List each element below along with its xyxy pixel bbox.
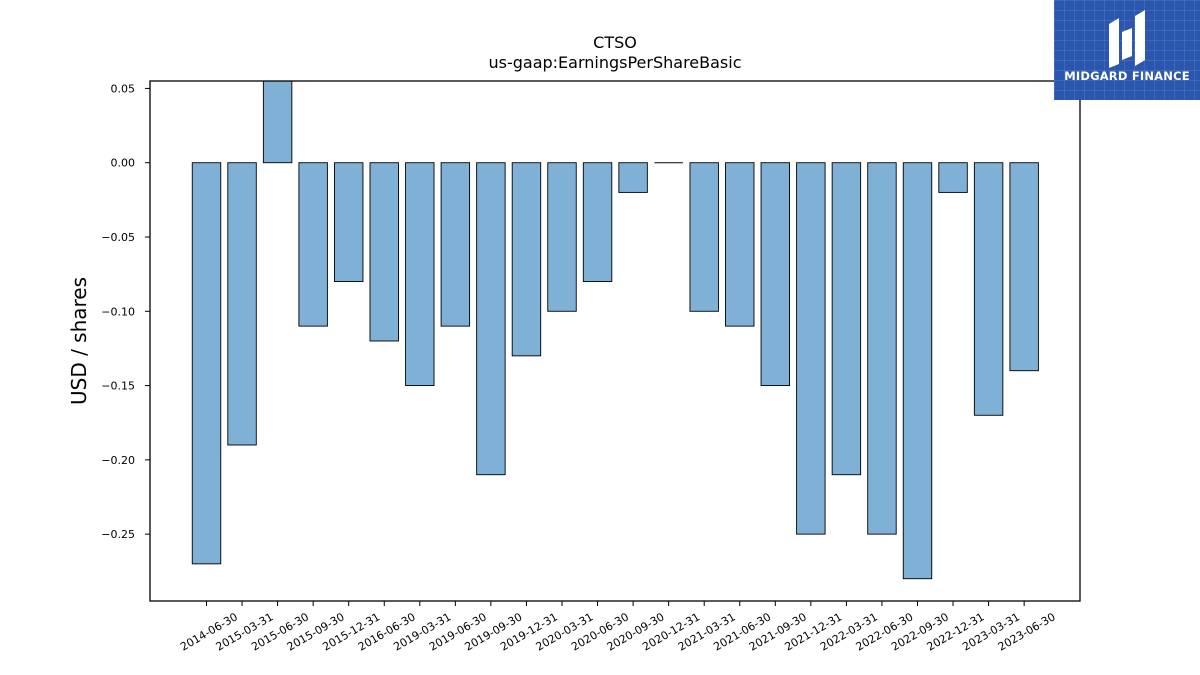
x-axis: 2014-06-302015-03-312015-06-302015-09-30… <box>178 601 1058 654</box>
bar-2019-12-31 <box>511 162 542 357</box>
bar-2021-12-31 <box>796 162 826 535</box>
bar-2022-06-30 <box>867 162 897 535</box>
y-tick-label: 0.00 <box>111 157 136 170</box>
bar-2014-06-30 <box>191 162 222 565</box>
y-axis: 0.05 0.00 −0.05 −0.10 −0.15 −0.20 −0.25 <box>101 82 150 541</box>
bars-layer <box>191 80 1039 580</box>
y-tick-label: −0.15 <box>101 380 135 393</box>
chart-title: CTSO <box>593 33 637 52</box>
chart-subtitle: us-gaap:EarningsPerShareBasic <box>488 53 741 72</box>
brand-name: MIDGARD FINANCE <box>1064 69 1190 83</box>
y-tick-label: −0.20 <box>101 454 135 467</box>
plot-frame <box>149 80 1081 602</box>
bar-2015-03-31 <box>227 162 257 446</box>
bar-2019-03-31 <box>405 162 435 387</box>
bar-2015-06-30 <box>262 80 293 164</box>
bar-2019-06-30 <box>440 162 471 327</box>
bar-2023-03-31 <box>973 162 1004 416</box>
bar-2016-06-30 <box>369 162 399 342</box>
y-tick-label: −0.05 <box>101 231 135 244</box>
bar-2022-03-31 <box>831 162 862 476</box>
bar-2023-06-30 <box>1009 162 1039 372</box>
bar-2022-12-31 <box>938 162 968 193</box>
bar-2020-03-31 <box>547 162 577 312</box>
bar-2015-12-31 <box>334 162 364 283</box>
bar-2015-09-30 <box>298 162 328 327</box>
bar-2022-09-30 <box>902 162 933 580</box>
y-tick-label: −0.25 <box>101 528 135 541</box>
bar-2020-06-30 <box>582 162 613 283</box>
y-tick-label: 0.05 <box>111 82 136 95</box>
bar-2019-09-30 <box>476 162 506 476</box>
bar-2021-06-30 <box>725 162 755 327</box>
y-axis-label: USD / shares <box>67 277 91 405</box>
bar-2020-09-30 <box>618 162 648 193</box>
midgard-mark-icon <box>1109 10 1145 68</box>
y-tick-label: −0.10 <box>101 305 135 318</box>
bar-2021-09-30 <box>760 162 790 387</box>
bar-2021-03-31 <box>689 162 719 312</box>
brand-logo: MIDGARD FINANCE <box>1054 0 1200 100</box>
